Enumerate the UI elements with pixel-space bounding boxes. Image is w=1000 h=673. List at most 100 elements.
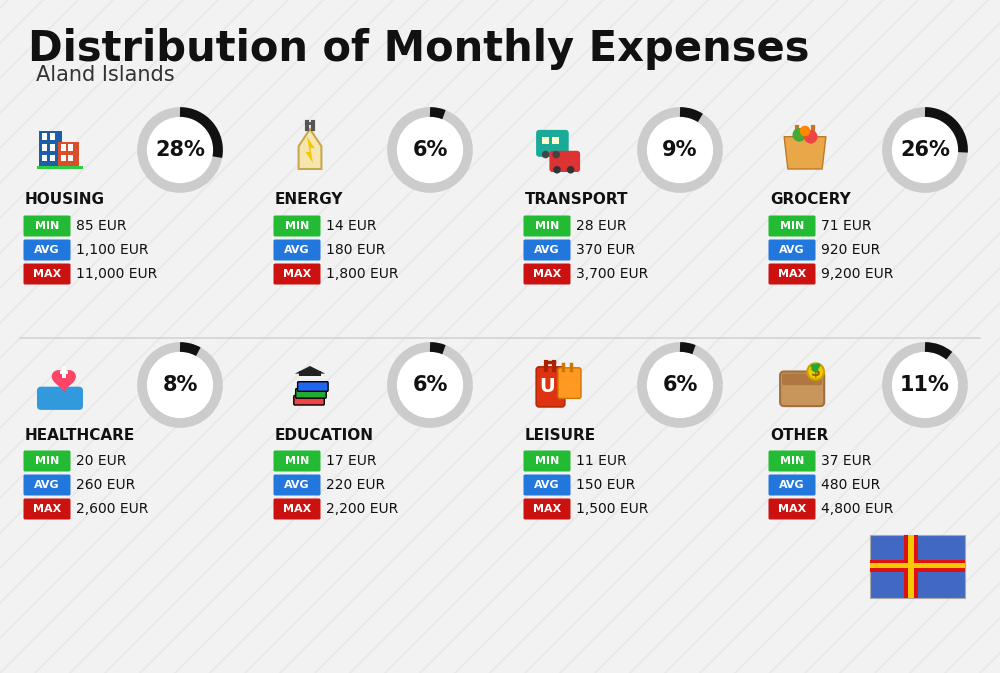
- Text: 9%: 9%: [662, 140, 698, 160]
- Circle shape: [883, 108, 967, 192]
- Text: OTHER: OTHER: [770, 427, 828, 443]
- Text: HEALTHCARE: HEALTHCARE: [25, 427, 135, 443]
- Bar: [552, 137, 559, 144]
- FancyBboxPatch shape: [524, 215, 570, 236]
- Text: 11%: 11%: [900, 375, 950, 395]
- Bar: [50, 155, 55, 162]
- Text: 37 EUR: 37 EUR: [821, 454, 871, 468]
- Text: AVG: AVG: [779, 480, 805, 490]
- Bar: [68, 144, 73, 151]
- Bar: [50, 144, 55, 151]
- FancyBboxPatch shape: [768, 215, 816, 236]
- Text: 6%: 6%: [412, 140, 448, 160]
- FancyBboxPatch shape: [274, 240, 320, 260]
- Polygon shape: [52, 371, 75, 392]
- Text: HOUSING: HOUSING: [25, 192, 105, 207]
- Text: AVG: AVG: [284, 480, 310, 490]
- FancyBboxPatch shape: [558, 368, 581, 398]
- Text: 150 EUR: 150 EUR: [576, 478, 635, 492]
- Text: 11 EUR: 11 EUR: [576, 454, 627, 468]
- Text: MIN: MIN: [535, 456, 559, 466]
- Bar: [60, 371, 68, 374]
- Circle shape: [800, 126, 810, 137]
- Text: AVG: AVG: [534, 245, 560, 255]
- Circle shape: [388, 343, 472, 427]
- Text: 6%: 6%: [662, 375, 698, 395]
- Text: 370 EUR: 370 EUR: [576, 243, 635, 257]
- FancyBboxPatch shape: [37, 387, 83, 410]
- Text: MAX: MAX: [33, 504, 61, 514]
- FancyBboxPatch shape: [24, 240, 70, 260]
- Text: MAX: MAX: [283, 504, 311, 514]
- Bar: [50, 133, 55, 140]
- FancyBboxPatch shape: [780, 371, 824, 406]
- Circle shape: [553, 166, 561, 174]
- Text: GROCERY: GROCERY: [770, 192, 851, 207]
- Text: Distribution of Monthly Expenses: Distribution of Monthly Expenses: [28, 28, 810, 70]
- Circle shape: [542, 151, 549, 158]
- FancyBboxPatch shape: [24, 264, 70, 285]
- Text: MIN: MIN: [285, 221, 309, 231]
- FancyBboxPatch shape: [870, 535, 965, 598]
- Polygon shape: [295, 366, 325, 374]
- Circle shape: [883, 343, 967, 427]
- Text: 260 EUR: 260 EUR: [76, 478, 135, 492]
- Text: AVG: AVG: [34, 245, 60, 255]
- Text: 17 EUR: 17 EUR: [326, 454, 376, 468]
- Text: Aland Islands: Aland Islands: [36, 65, 175, 85]
- FancyBboxPatch shape: [524, 450, 570, 472]
- Text: MAX: MAX: [533, 269, 561, 279]
- Text: 2,600 EUR: 2,600 EUR: [76, 502, 148, 516]
- Text: 220 EUR: 220 EUR: [326, 478, 385, 492]
- Polygon shape: [299, 129, 321, 169]
- Bar: [870, 563, 965, 568]
- FancyBboxPatch shape: [768, 450, 816, 472]
- Text: LEISURE: LEISURE: [525, 427, 596, 443]
- Text: MIN: MIN: [780, 456, 804, 466]
- FancyBboxPatch shape: [298, 382, 328, 391]
- Text: EDUCATION: EDUCATION: [275, 427, 374, 443]
- Bar: [62, 367, 66, 378]
- FancyBboxPatch shape: [536, 130, 569, 157]
- Text: 6%: 6%: [412, 375, 448, 395]
- Text: MAX: MAX: [778, 504, 806, 514]
- Bar: [58, 141, 79, 169]
- FancyBboxPatch shape: [274, 264, 320, 285]
- Text: MAX: MAX: [283, 269, 311, 279]
- Bar: [39, 131, 62, 169]
- Text: 9,200 EUR: 9,200 EUR: [821, 267, 893, 281]
- Bar: [42, 155, 47, 162]
- FancyBboxPatch shape: [296, 388, 326, 398]
- Circle shape: [807, 363, 824, 380]
- Text: MAX: MAX: [533, 504, 561, 514]
- Text: AVG: AVG: [779, 245, 805, 255]
- FancyBboxPatch shape: [524, 264, 570, 285]
- Text: $: $: [811, 365, 821, 379]
- Text: 180 EUR: 180 EUR: [326, 243, 385, 257]
- FancyBboxPatch shape: [524, 474, 570, 495]
- Text: 1,100 EUR: 1,100 EUR: [76, 243, 148, 257]
- Circle shape: [638, 108, 722, 192]
- Bar: [870, 560, 965, 571]
- FancyBboxPatch shape: [274, 474, 320, 495]
- Circle shape: [138, 343, 222, 427]
- Bar: [299, 371, 321, 376]
- Text: 28 EUR: 28 EUR: [576, 219, 626, 233]
- Bar: [42, 133, 47, 140]
- Text: 85 EUR: 85 EUR: [76, 219, 126, 233]
- Polygon shape: [305, 137, 315, 164]
- FancyBboxPatch shape: [768, 499, 816, 520]
- Text: AVG: AVG: [34, 480, 60, 490]
- FancyBboxPatch shape: [294, 396, 324, 405]
- Circle shape: [138, 108, 222, 192]
- Circle shape: [792, 128, 806, 141]
- Text: MIN: MIN: [285, 456, 309, 466]
- Text: MIN: MIN: [35, 221, 59, 231]
- Text: 14 EUR: 14 EUR: [326, 219, 376, 233]
- FancyBboxPatch shape: [524, 499, 570, 520]
- Text: 11,000 EUR: 11,000 EUR: [76, 267, 157, 281]
- Text: 3,700 EUR: 3,700 EUR: [576, 267, 648, 281]
- Text: 1,800 EUR: 1,800 EUR: [326, 267, 398, 281]
- Text: ENERGY: ENERGY: [275, 192, 344, 207]
- Text: U: U: [539, 378, 555, 396]
